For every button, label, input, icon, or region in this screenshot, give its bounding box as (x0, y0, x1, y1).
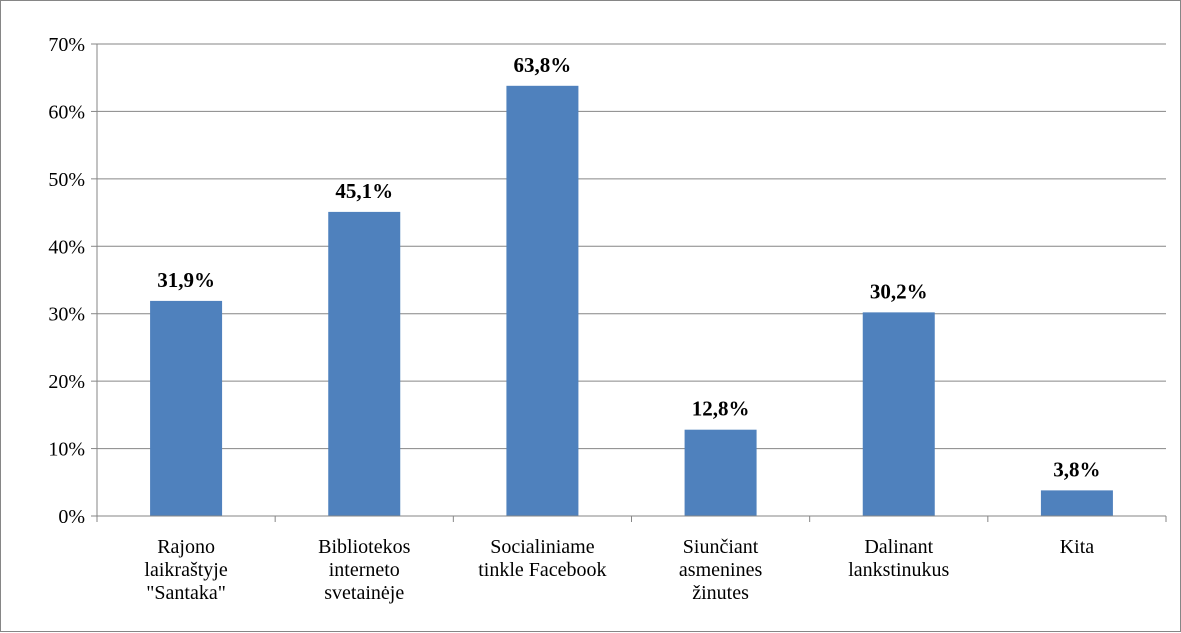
x-category-label: Socialiniame tinkle Facebook (478, 536, 606, 581)
data-label: 31,9% (157, 268, 215, 292)
data-label: 12,8% (692, 397, 750, 421)
x-category-label: Rajono laikraštyje "Santaka" (144, 536, 227, 604)
x-category-label: Dalinant lankstinukus (848, 536, 949, 581)
y-tick-label: 50% (48, 169, 85, 191)
x-category-label: Bibliotekos interneto svetainėje (318, 536, 410, 604)
y-tick-label: 60% (48, 101, 85, 123)
bar (862, 312, 935, 516)
bars (150, 85, 1113, 516)
y-tick-label: 70% (48, 34, 85, 56)
bar (684, 429, 757, 516)
data-label: 30,2% (870, 279, 928, 303)
bar (328, 211, 401, 516)
x-category-label: Siunčiant asmenines žinutes (679, 536, 763, 604)
data-label: 3,8% (1053, 457, 1100, 481)
y-tick-label: 40% (48, 236, 85, 258)
y-tick-label: 0% (58, 506, 85, 528)
axes (91, 43, 1167, 522)
y-tick-label: 10% (48, 439, 85, 461)
bar (506, 85, 579, 516)
bar (1040, 490, 1113, 516)
data-labels: 31,9% 45,1% 63,8% 12,8% 30,2% 3,8% (157, 53, 1100, 482)
bar (150, 300, 223, 516)
data-label: 63,8% (514, 53, 572, 77)
x-category-label: Kita (1060, 536, 1095, 558)
data-label: 45,1% (335, 179, 393, 203)
y-tick-labels: 0% 10% 20% 30% 40% 50% 60% 70% (48, 34, 85, 528)
y-tick-label: 20% (48, 371, 85, 393)
x-category-labels: Rajono laikraštyje "Santaka" Bibliotekos int… (144, 536, 1094, 604)
gridlines (97, 43, 1166, 450)
y-tick-label: 30% (48, 304, 85, 326)
